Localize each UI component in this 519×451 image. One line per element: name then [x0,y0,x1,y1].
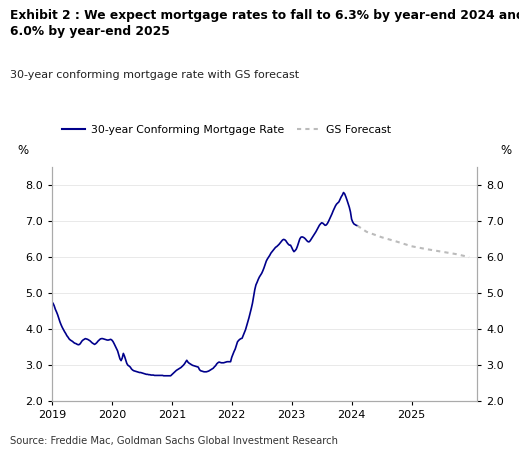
Legend: 30-year Conforming Mortgage Rate, GS Forecast: 30-year Conforming Mortgage Rate, GS For… [57,121,395,139]
Text: Exhibit 2 : We expect mortgage rates to fall to 6.3% by year-end 2024 and
6.0% b: Exhibit 2 : We expect mortgage rates to … [10,9,519,38]
Text: Source: Freddie Mac, Goldman Sachs Global Investment Research: Source: Freddie Mac, Goldman Sachs Globa… [10,437,338,446]
Text: %: % [500,144,512,157]
Text: %: % [18,144,29,157]
Text: 30-year conforming mortgage rate with GS forecast: 30-year conforming mortgage rate with GS… [10,70,299,80]
